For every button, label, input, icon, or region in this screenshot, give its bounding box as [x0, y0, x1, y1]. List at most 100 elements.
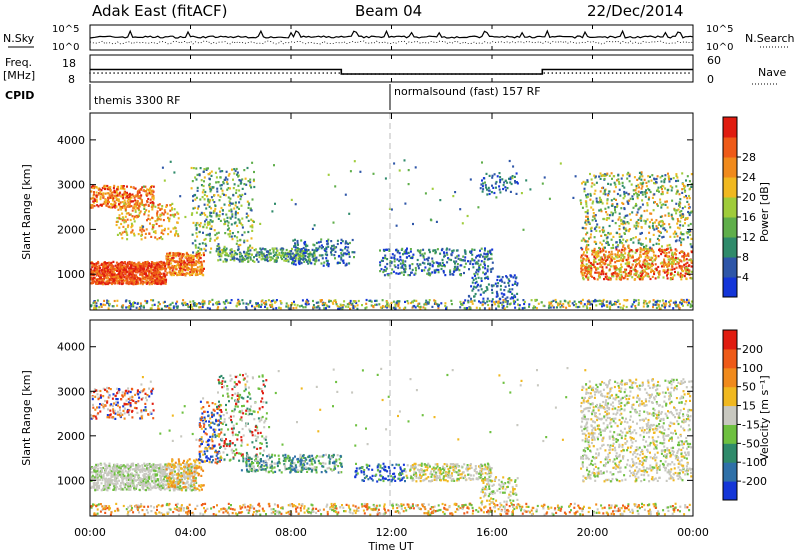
scatter-cell: [680, 278, 683, 281]
scatter-cell: [162, 232, 165, 236]
scatter-cell: [677, 179, 680, 182]
scatter-cell: [638, 171, 641, 174]
scatter-cell: [321, 254, 324, 257]
scatter-cell: [391, 268, 394, 271]
scatter-cell: [148, 192, 151, 195]
scatter-cell: [186, 265, 189, 268]
scatter-cell: [299, 255, 302, 258]
scatter-cell: [197, 246, 200, 249]
scatter-cell: [482, 291, 485, 294]
scatter-cell: [595, 268, 598, 271]
scatter-cell: [641, 272, 644, 275]
scatter-cell: [598, 226, 601, 229]
scatter-cell: [137, 209, 140, 212]
scatter-cell: [226, 178, 229, 181]
scatter-cell: [471, 253, 474, 256]
scatter-cell: [595, 181, 598, 184]
scatter-cell: [173, 208, 176, 211]
scatter-cell: [499, 191, 502, 194]
scatter-cell: [114, 279, 117, 282]
scatter-cell: [227, 221, 230, 224]
scatter-cell: [599, 177, 602, 180]
scatter-cell: [127, 267, 130, 270]
scatter-cell: [219, 258, 222, 261]
scatter-cell: [132, 264, 135, 268]
scatter-cell: [247, 180, 250, 183]
scatter-cell: [458, 269, 461, 272]
scatter-cell: [138, 261, 141, 264]
scatter-cell: [203, 168, 206, 171]
scatter-cell: [646, 251, 649, 254]
scatter-cell: [374, 303, 376, 306]
scatter-cell: [664, 254, 667, 257]
scatter-cell: [244, 253, 247, 256]
scatter-cell: [624, 275, 627, 278]
scatter-cell: [204, 214, 207, 217]
scatter-cell: [503, 307, 506, 310]
scatter-cell: [119, 207, 122, 210]
scatter-cell: [116, 233, 119, 236]
scatter-cell: [609, 260, 612, 263]
scatter-cell: [233, 183, 236, 186]
scatter-cell: [381, 259, 384, 262]
scatter-cell: [477, 259, 480, 262]
scatter-cell: [506, 296, 509, 299]
scatter-cell: [668, 305, 671, 308]
scatter-cell: [96, 281, 99, 284]
scatter-cell: [220, 206, 223, 210]
scatter-cell: [192, 254, 194, 258]
scatter-cell: [490, 268, 493, 271]
scatter-cell: [126, 200, 129, 203]
scatter-cell: [621, 174, 624, 177]
scatter-cell: [663, 251, 666, 254]
scatter-cell: [631, 195, 634, 198]
scatter-cell: [644, 252, 647, 255]
scatter-cell: [196, 302, 198, 306]
scatter-cell: [203, 193, 206, 196]
scatter-cell: [649, 246, 652, 249]
scatter-cell: [226, 216, 229, 219]
scatter-cell: [210, 174, 213, 177]
scatter-cell: [206, 222, 209, 225]
scatter-cell: [614, 272, 617, 275]
scatter-cell: [232, 187, 235, 190]
scatter-cell: [112, 186, 115, 190]
scatter-cell: [455, 260, 458, 263]
scatter-cell: [594, 257, 597, 260]
scatter-cell: [424, 307, 427, 310]
scatter-cell: [106, 301, 109, 305]
scatter-cell: [130, 205, 133, 208]
scatter-cell: [315, 241, 318, 245]
scatter-cell: [593, 174, 596, 177]
scatter-cell: [508, 177, 510, 180]
scatter-cell: [684, 205, 687, 208]
scatter-cell: [169, 258, 172, 261]
scatter-cell: [504, 186, 507, 189]
scatter-cell: [496, 285, 499, 288]
scatter-cell: [161, 237, 164, 241]
scatter-cell: [627, 262, 630, 265]
scatter-cell: [179, 271, 182, 274]
scatter-cell: [253, 185, 256, 189]
nave-dot: [225, 72, 228, 74]
scatter-cell: [158, 203, 161, 206]
scatter-cell: [622, 226, 625, 229]
scatter-cell: [141, 267, 144, 270]
scatter-cell: [98, 264, 101, 267]
scatter-cell: [675, 179, 677, 183]
scatter-cell: [92, 273, 95, 276]
scatter-cell: [177, 253, 179, 256]
scatter-cell: [631, 256, 634, 259]
scatter-cell: [637, 190, 640, 193]
scatter-cell: [117, 194, 119, 197]
scatter-cell: [130, 303, 133, 306]
scatter-cell: [195, 304, 198, 308]
scatter-cell: [589, 262, 592, 265]
scatter-cell: [145, 228, 148, 231]
scatter-cell: [657, 265, 660, 269]
scatter-cell: [160, 279, 163, 283]
scatter-cell: [242, 302, 245, 305]
scatter-cell: [611, 204, 614, 207]
nave-dot: [141, 72, 144, 74]
scatter-cell: [601, 202, 604, 205]
